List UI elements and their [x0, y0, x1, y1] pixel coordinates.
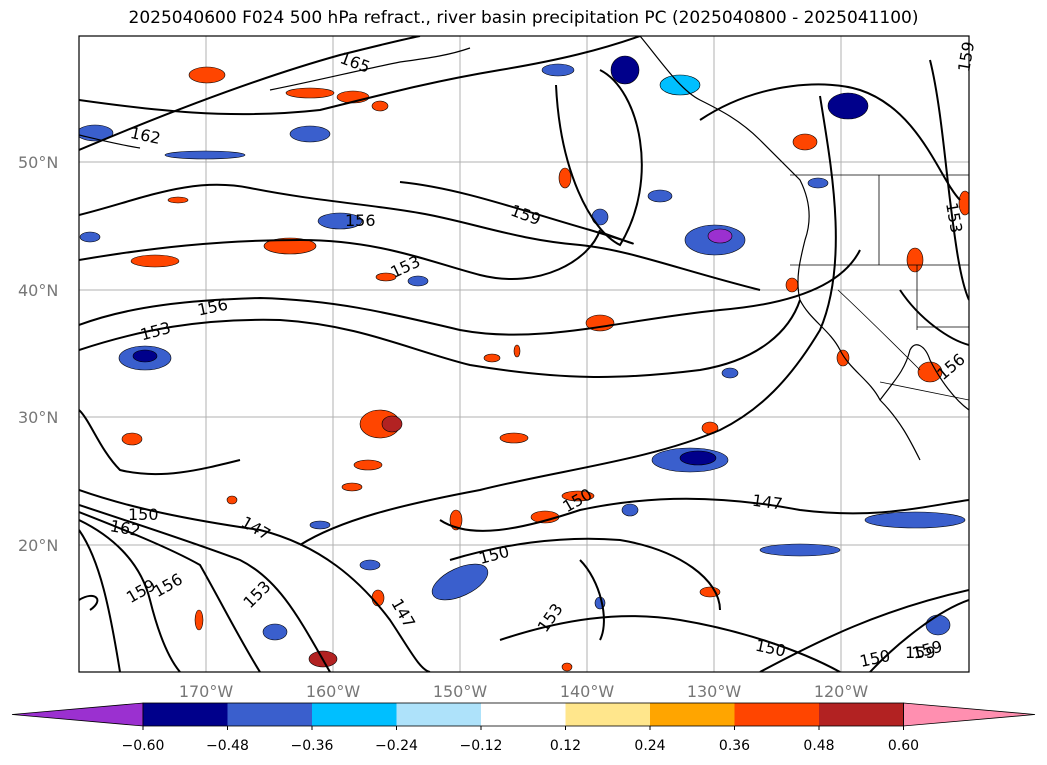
refractivity-contours	[79, 36, 969, 672]
colorbar-tick-label: −0.24	[375, 738, 418, 754]
lon-label: 130°W	[687, 682, 742, 701]
contour-label: 150	[128, 505, 159, 524]
plot-frame	[78, 35, 970, 673]
lat-label: 20°N	[18, 536, 58, 555]
contour-label: 159	[954, 40, 978, 73]
lon-label: 150°W	[433, 682, 488, 701]
colorbar-segment	[227, 703, 312, 726]
map-title: 2025040600 F024 500 hPa refract., river …	[128, 8, 919, 28]
colorbar: −0.60 −0.48 −0.36 −0.24 −0.12 0.12 0.24 0.36 0.4…	[11, 702, 1036, 754]
precip-anomaly-patches	[79, 55, 966, 641]
lon-label: 140°W	[560, 682, 615, 701]
contour-label: 159	[905, 643, 936, 662]
lat-label: 40°N	[18, 281, 58, 300]
colorbar-segment	[734, 703, 819, 726]
contour-label: 156	[345, 211, 376, 230]
colorbar-segment	[819, 703, 904, 726]
colorbar-extension-low	[11, 702, 144, 727]
colorbar-tick-label: −0.12	[460, 738, 503, 754]
colorbar-segment	[143, 703, 228, 726]
lat-label: 30°N	[18, 408, 58, 427]
colorbar-outline	[142, 702, 904, 727]
colorbar-tick-label: −0.36	[291, 738, 334, 754]
colorbar-tick-label: 0.36	[719, 738, 750, 754]
lon-label: 170°W	[179, 682, 234, 701]
colorbar-tick-label: −0.60	[122, 738, 165, 754]
colorbar-extension-high	[903, 702, 1036, 727]
precip-positive-patches	[121, 66, 969, 672]
colorbar-tick-label: 0.60	[888, 738, 919, 754]
colorbar-segment	[396, 703, 481, 726]
colorbar-segment	[565, 703, 650, 726]
colorbar-segment	[650, 703, 735, 726]
longitude-labels: 170°W 160°W 150°W 140°W 130°W 120°W	[179, 682, 869, 701]
colorbar-tick-label: 0.48	[803, 738, 834, 754]
lon-label: 120°W	[814, 682, 869, 701]
political-borders	[790, 174, 969, 401]
colorbar-tick-label: 0.24	[634, 738, 665, 754]
plot-area	[79, 36, 969, 672]
colorbar-tick-label: −0.48	[206, 738, 249, 754]
latitude-labels: 50°N 40°N 30°N 20°N	[18, 153, 58, 555]
lon-label: 160°W	[306, 682, 361, 701]
lat-label: 50°N	[18, 153, 58, 172]
colorbar-tick-label: 0.12	[550, 738, 581, 754]
contour-label: 147	[751, 491, 784, 514]
coastlines	[79, 36, 969, 461]
colorbar-segment	[481, 703, 566, 726]
colorbar-segment	[312, 703, 397, 726]
